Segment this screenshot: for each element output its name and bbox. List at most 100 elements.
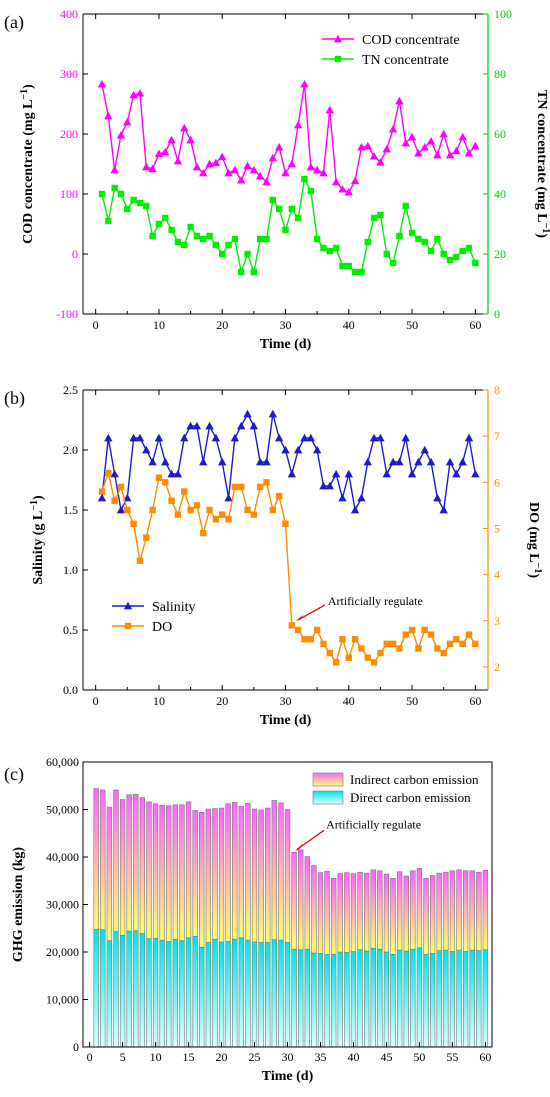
panel-a-y-tick-label: 100 [60, 187, 78, 201]
panel-a-series-1-point [472, 259, 479, 267]
panel-b-series-0-point [401, 433, 410, 442]
panel-b-series-0-point [97, 493, 107, 502]
panel-a-series-0-point [306, 162, 316, 171]
panel-a-series-0-point [395, 96, 404, 105]
panel-b-series-1-point [301, 636, 308, 643]
panel-a-series-0-point [445, 150, 455, 159]
panel-c-ghg-emission-chart: 0 5 10 15 20 25 30 35 40 45 50 55 60 0 10,000 20,000 30,… [4, 755, 493, 1084]
bar-direct-emission [166, 941, 172, 1048]
bar-indirect-emission [245, 803, 251, 941]
panel-a-series-1-point [282, 226, 289, 234]
panel-a-y2-tick-label: 60 [494, 127, 506, 141]
legend-swatch-direct [312, 790, 344, 805]
bar-direct-emission [278, 939, 284, 1048]
panel-b-series-1-point [332, 659, 340, 666]
panel-b-series-1-point [174, 511, 182, 518]
panel-b-series-1-point [383, 640, 390, 648]
panel-a-series-0-point [255, 171, 265, 180]
bar-indirect-emission [324, 870, 330, 955]
panel-c-x-tick-label: 25 [249, 1050, 261, 1064]
panel-b-series-1-point [206, 506, 213, 514]
bar-indirect-emission [396, 871, 403, 951]
panel-b-x-tick-label: 30 [280, 694, 292, 708]
panel-b-series-1-point [105, 469, 112, 477]
panel-a-series-0-point [407, 132, 417, 141]
panel-b-series-1-point [472, 640, 479, 648]
panel-c-x-axis-title: Time (d) [262, 1069, 314, 1084]
panel-b-series-1-point [244, 506, 251, 514]
panel-a-series-1-point [427, 247, 435, 255]
panel-a-series-0-point [123, 117, 132, 126]
panel-a-series-1-point [187, 223, 194, 231]
panel-b-series-0-point [154, 433, 164, 442]
panel-a-series-1-point [396, 232, 403, 240]
panel-b-series-0-point [426, 457, 436, 466]
panel-a-series-1-point [358, 268, 365, 276]
panel-b-series-1-point [320, 640, 327, 648]
panel-b-series-0-point [433, 493, 442, 502]
bar-direct-emission [133, 930, 139, 1048]
bar-direct-emission [482, 949, 489, 1048]
panel-b-series-0-point [249, 421, 259, 430]
bar-indirect-emission [106, 806, 113, 941]
bar-direct-emission [443, 949, 449, 1048]
bar-indirect-emission [363, 872, 370, 952]
bar-direct-emission [192, 936, 198, 1048]
panel-b-series-1-point [143, 534, 150, 541]
panel-b-series-0-point [407, 469, 417, 478]
bar-direct-emission [337, 951, 343, 1048]
bar-indirect-emission [232, 802, 238, 940]
panel-a-series-1-point [250, 268, 258, 276]
panel-b-series-1-point [465, 631, 473, 638]
panel-a-series-0-point [452, 146, 461, 155]
panel-a-series-1-point [162, 214, 169, 222]
panel-b-series-0-point [211, 433, 221, 442]
bar-indirect-emission [238, 805, 244, 939]
bar-direct-emission [265, 942, 271, 1048]
bar-indirect-emission [113, 789, 119, 932]
bar-direct-emission [344, 952, 350, 1048]
panel-c-annotation-arrow [296, 829, 325, 850]
bar-indirect-emission [271, 800, 277, 940]
bar-direct-emission [410, 948, 416, 1048]
panel-a-series-0-point [192, 162, 202, 171]
panel-b-series-0-point [287, 469, 297, 478]
panel-a-series-0-point [205, 159, 214, 168]
panel-a-series-1-point [389, 259, 397, 267]
panel-a-series-1-point [263, 235, 270, 243]
panel-b-series-1-point [364, 654, 371, 661]
panel-b-y-tick-label: 1.5 [63, 503, 78, 517]
panel-a-series-0-point [154, 149, 164, 158]
bar-indirect-emission [291, 851, 297, 950]
panel-a-x-tick-label: 0 [93, 318, 99, 332]
panel-b-series-1-point [307, 636, 315, 643]
panel-a-series-1-point [370, 214, 378, 222]
panel-b-y2-tick-label: 4 [494, 568, 500, 582]
panel-a-series-0-point [274, 143, 284, 151]
bar-indirect-emission [100, 789, 106, 930]
panel-a-series-0-point [414, 149, 423, 157]
bar-direct-emission [363, 950, 370, 1048]
bar-direct-emission [179, 940, 185, 1048]
panel-a-series-1-point [301, 175, 308, 183]
bar-direct-emission [462, 951, 469, 1048]
panel-c-y-tick-label: 50,000 [46, 803, 79, 817]
panel-b-series-1-point [162, 479, 169, 486]
panel-b-series-1-point [402, 631, 409, 638]
bar-indirect-emission [317, 872, 324, 954]
panel-a-series-1-point [453, 253, 460, 261]
panel-b-series-0-point [458, 457, 467, 466]
panel-a-series-0-point [357, 143, 366, 151]
panel-b-series-0-point [300, 433, 309, 442]
panel-b-series-0-point [123, 493, 132, 502]
bar-indirect-emission [456, 869, 462, 951]
bar-indirect-emission [344, 872, 350, 953]
bar-indirect-emission [284, 809, 291, 943]
bar-indirect-emission [377, 870, 383, 950]
panel-b-series-0-point [205, 421, 214, 430]
panel-a-series-1-point [415, 235, 422, 243]
panel-a-series-1-point [351, 268, 359, 276]
panel-b-series-0-point [224, 493, 233, 502]
panel-b-series-0-point [331, 469, 341, 478]
bar-direct-emission [225, 941, 231, 1048]
